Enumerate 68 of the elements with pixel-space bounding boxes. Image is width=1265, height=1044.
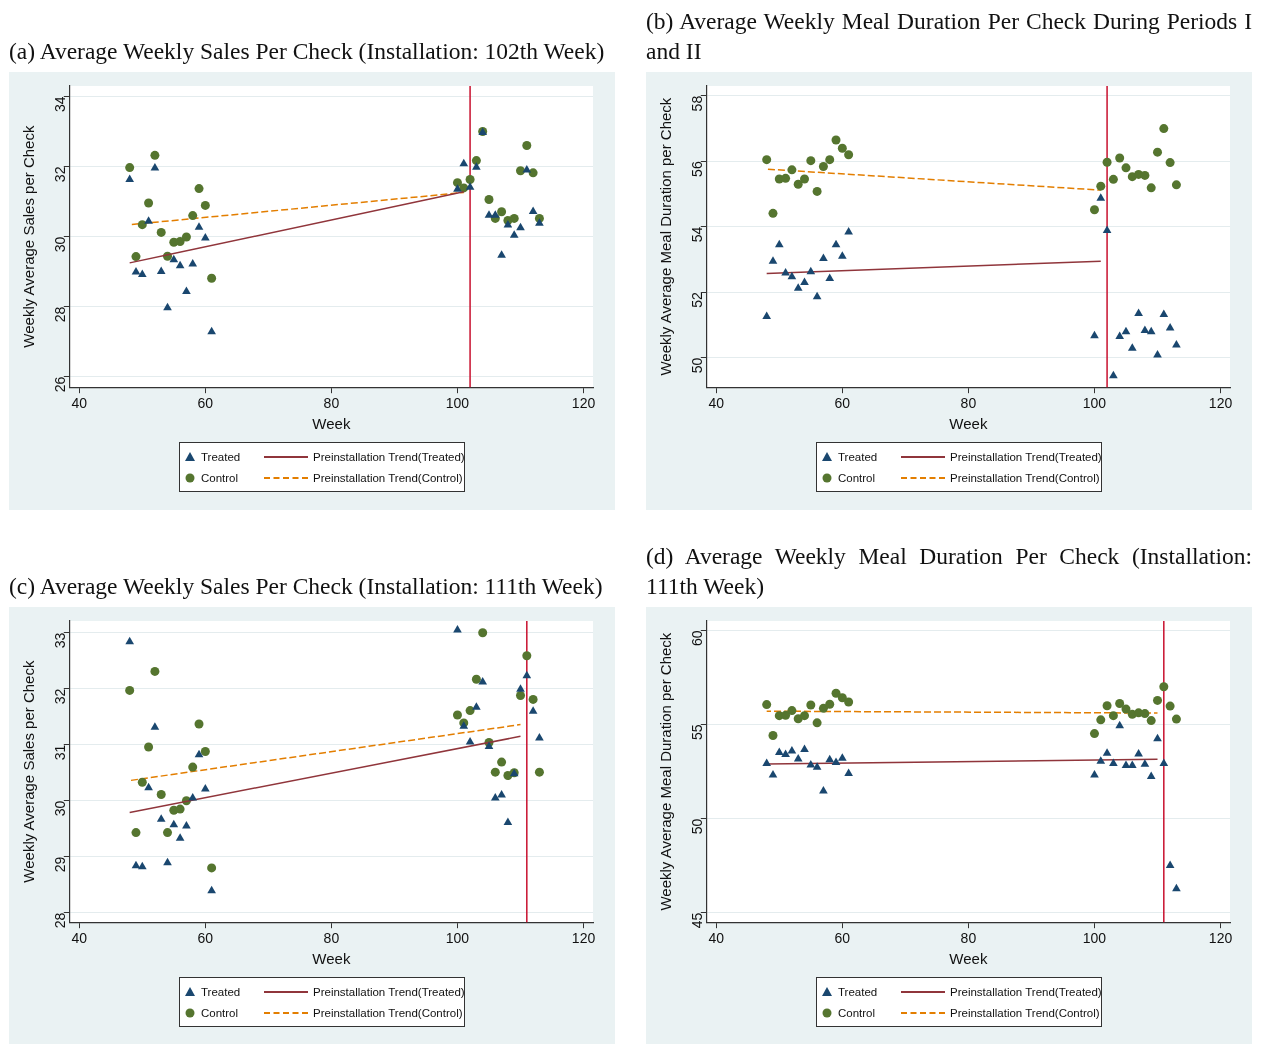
chart-title: (a) Average Weekly Sales Per Check (Installation: 102th Week): [9, 37, 606, 66]
y-tick-label: 28: [51, 912, 68, 929]
x-axis-title: Week: [312, 415, 351, 433]
x-tick-label: 120: [571, 930, 596, 947]
x-tick-label: 80: [323, 930, 340, 947]
x-tick-label: 80: [960, 395, 977, 412]
x-tick-label: 100: [1082, 395, 1107, 412]
legend-label: Control: [838, 471, 876, 484]
chart-title: (c) Average Weekly Sales Per Check (Installation: 111th Week): [9, 572, 604, 601]
y-axis-title: Weekly Average Sales per Check: [20, 125, 38, 348]
chart-title: (b) Average Weekly Meal Duration Per Check During Periods I and II: [646, 7, 1252, 66]
x-axis-title: Week: [949, 950, 988, 968]
legend-label: Preinstallation Trend(Treated): [950, 985, 1102, 998]
y-tick-label: 30: [51, 236, 68, 253]
legend-label: Treated: [838, 985, 878, 998]
x-tick-label: 120: [1208, 930, 1233, 947]
y-tick-label: 30: [51, 800, 68, 817]
y-axis-title: Weekly Average Meal Duration per Check: [657, 632, 675, 911]
y-tick-label: 34: [51, 96, 68, 113]
x-tick-label: 100: [1082, 930, 1107, 947]
y-tick-label: 29: [51, 856, 68, 873]
legend-label: Preinstallation Trend(Control): [950, 471, 1100, 484]
chart-title: (d) Average Weekly Meal Duration Per Check (Installation: 111th Week): [646, 542, 1252, 601]
y-tick-label: 50: [688, 818, 705, 835]
y-tick-label: 54: [688, 226, 705, 243]
x-tick-label: 80: [323, 395, 340, 412]
legend-label: Treated: [201, 985, 241, 998]
y-tick-label: 45: [688, 912, 705, 929]
legend-label: Preinstallation Trend(Control): [950, 1006, 1100, 1019]
y-tick-label: 56: [688, 161, 705, 177]
x-tick-label: 120: [1208, 395, 1233, 412]
legend-label: Treated: [201, 450, 241, 463]
x-axis-title: Week: [949, 415, 988, 433]
x-tick-label: 60: [197, 395, 214, 412]
y-tick-label: 50: [688, 357, 705, 374]
y-axis-title: Weekly Average Meal Duration per Check: [657, 97, 675, 376]
legend-label: Preinstallation Trend(Treated): [313, 450, 465, 463]
legend-label: Preinstallation Trend(Treated): [313, 985, 465, 998]
x-tick-label: 40: [708, 395, 725, 412]
y-tick-label: 31: [51, 744, 68, 761]
y-tick-label: 32: [51, 688, 68, 705]
y-tick-label: 52: [688, 292, 705, 308]
x-tick-label: 120: [571, 395, 596, 412]
x-tick-label: 40: [708, 930, 725, 947]
x-tick-label: 40: [71, 930, 88, 947]
legend-label: Preinstallation Trend(Control): [313, 1006, 463, 1019]
y-tick-label: 55: [688, 724, 705, 741]
legend-label: Preinstallation Trend(Control): [313, 471, 463, 484]
y-tick-label: 26: [51, 376, 68, 393]
y-tick-label: 60: [688, 630, 705, 646]
legend-label: Control: [201, 471, 239, 484]
x-tick-label: 60: [834, 930, 851, 947]
y-tick-label: 28: [51, 306, 68, 323]
y-tick-label: 33: [51, 632, 68, 649]
legend-label: Control: [838, 1006, 876, 1019]
x-tick-label: 80: [960, 930, 977, 947]
x-tick-label: 100: [445, 395, 470, 412]
legend-label: Control: [201, 1006, 239, 1019]
x-tick-label: 40: [71, 395, 88, 412]
legend-label: Treated: [838, 450, 878, 463]
x-tick-label: 60: [197, 930, 214, 947]
y-tick-label: 32: [51, 166, 68, 183]
legend-label: Preinstallation Trend(Treated): [950, 450, 1102, 463]
y-tick-label: 58: [688, 95, 705, 112]
x-tick-label: 100: [445, 930, 470, 947]
y-axis-title: Weekly Average Sales per Check: [20, 660, 38, 883]
x-axis-title: Week: [312, 950, 351, 968]
x-tick-label: 60: [834, 395, 851, 412]
